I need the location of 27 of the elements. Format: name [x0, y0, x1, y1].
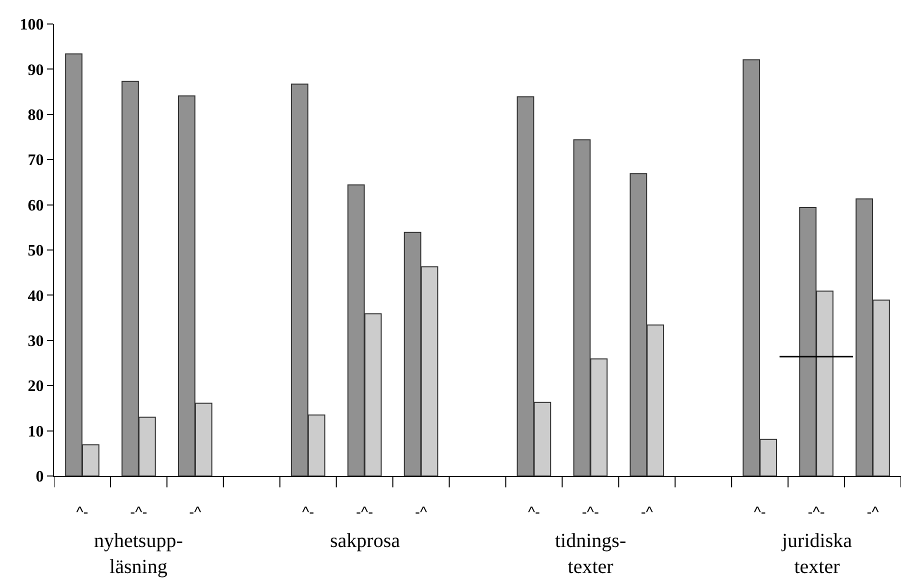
x-tick-label: -^	[640, 504, 653, 521]
x-tick-label: ^-	[76, 504, 88, 521]
y-tick-label: 100	[20, 16, 44, 34]
y-tick-label: 70	[28, 152, 44, 170]
y-tick-label: 60	[28, 197, 44, 214]
y-tick-label: 80	[28, 107, 44, 124]
y-tick-label: 90	[28, 62, 44, 79]
x-tick-label: -^	[415, 504, 428, 521]
text: nyhetsupp- läsning	[94, 530, 183, 578]
x-tick-label: -^-	[582, 504, 599, 521]
text: tidnings- texter	[555, 530, 626, 578]
y-tick-label: 30	[28, 333, 44, 350]
y-tick-label: 50	[28, 242, 44, 260]
x-tick-label: ^-	[528, 504, 540, 521]
text: juridiska texter	[781, 530, 852, 578]
y-tick-label: 40	[28, 288, 44, 305]
y-tick-label: 0	[36, 468, 44, 486]
y-tick-label: 20	[28, 378, 44, 396]
x-tick-label: -^-	[808, 504, 825, 521]
text: sakprosa	[330, 530, 400, 552]
x-tick-label: -^-	[130, 504, 148, 521]
x-tick-label: -^	[866, 504, 879, 521]
x-tick-label: -^-	[356, 504, 374, 521]
y-tick-label: 10	[28, 423, 44, 440]
x-tick-label: ^-	[302, 504, 314, 521]
x-tick-label: -^	[189, 504, 202, 521]
x-tick-label: ^-	[754, 504, 766, 521]
